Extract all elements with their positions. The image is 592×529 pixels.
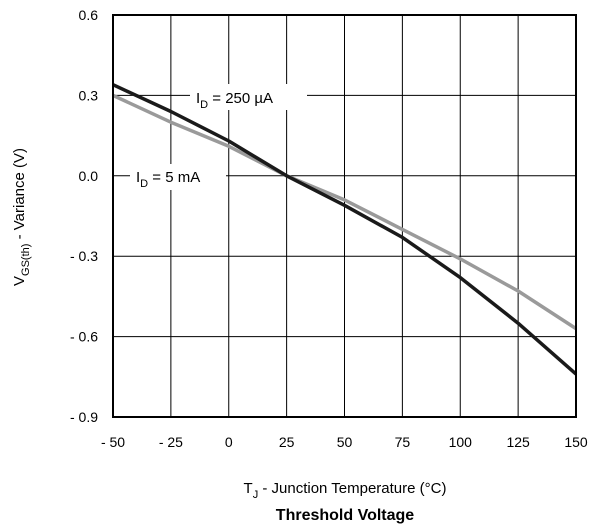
- y-tick-labels: 0.6 0.3 0.0 - 0.3 - 0.6 - 0.9: [70, 7, 98, 425]
- series-label-5ma-main: I: [136, 169, 140, 186]
- y-tick-label: - 0.3: [70, 248, 98, 264]
- x-tick-label: 100: [449, 434, 473, 450]
- series-label-5ma-rest: = 5 mA: [148, 169, 200, 186]
- y-axis-label-sub: GS(th): [20, 244, 32, 276]
- y-tick-label: 0.0: [79, 168, 99, 184]
- svg-text:ID = 250 µA: ID = 250 µA: [196, 90, 273, 111]
- plot-frame: [112, 14, 577, 418]
- y-axis-label: VGS(th) - Variance (V): [11, 148, 32, 286]
- y-tick-label: 0.6: [79, 7, 99, 23]
- series-label-250ua-sub: D: [200, 99, 208, 111]
- chart-title: Threshold Voltage: [276, 507, 414, 524]
- x-tick-label: 75: [395, 434, 411, 450]
- series-line-250ua: [112, 83, 578, 376]
- x-tick-labels: - 50 - 25 0 25 50 75 100 125 150: [101, 434, 588, 450]
- x-tick-label: - 50: [101, 434, 125, 450]
- x-axis-label: TJ - Junction Temperature (°C): [244, 480, 447, 501]
- x-axis-label-sub: J: [253, 489, 259, 501]
- x-tick-label: 150: [564, 434, 588, 450]
- x-tick-label: 50: [337, 434, 353, 450]
- x-tick-label: - 25: [159, 434, 183, 450]
- series-line-5ma: [112, 93, 577, 331]
- svg-text:ID = 5 mA: ID = 5 mA: [136, 169, 200, 190]
- series-label-250ua-rest: = 250 µA: [208, 90, 273, 107]
- x-axis-label-main: T: [244, 480, 253, 497]
- y-tick-label: - 0.9: [70, 409, 98, 425]
- series-label-5ma-sub: D: [140, 178, 148, 190]
- y-tick-label: 0.3: [79, 87, 99, 103]
- series-lines: [112, 83, 578, 376]
- series-label-250ua: ID = 250 µA: [190, 84, 307, 111]
- grid-lines: [112, 14, 577, 418]
- x-tick-label: 125: [506, 434, 530, 450]
- x-axis-label-rest: - Junction Temperature (°C): [258, 480, 446, 497]
- x-tick-label: 25: [279, 434, 295, 450]
- x-tick-label: 0: [225, 434, 233, 450]
- y-axis-label-main: V: [11, 276, 28, 286]
- series-label-250ua-main: I: [196, 90, 200, 107]
- series-label-5ma: ID = 5 mA: [130, 164, 226, 190]
- y-tick-label: - 0.6: [70, 329, 98, 345]
- y-axis-label-rest: - Variance (V): [11, 148, 28, 244]
